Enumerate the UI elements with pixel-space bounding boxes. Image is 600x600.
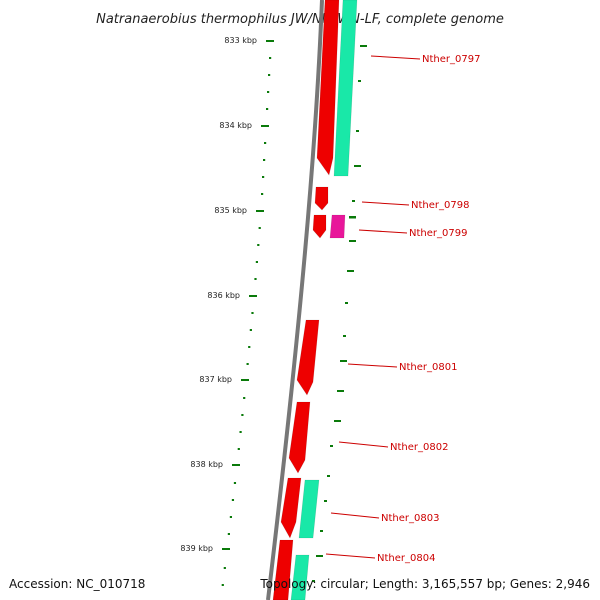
genome-summary-text: Topology: circular; Length: 3,165,557 bp… bbox=[260, 577, 590, 591]
gene-label[interactable]: Nther_0797 bbox=[422, 54, 480, 65]
gene-leader-line bbox=[338, 441, 389, 448]
gene-label[interactable]: Nther_0804 bbox=[377, 553, 435, 564]
ruler-minor-tick bbox=[257, 244, 260, 246]
ruler-minor-tick bbox=[229, 516, 233, 518]
ruler-minor-tick bbox=[267, 91, 270, 93]
gene-label[interactable]: Nther_0803 bbox=[381, 513, 439, 524]
outer-tick bbox=[347, 270, 354, 272]
ruler-minor-tick bbox=[251, 312, 254, 314]
outer-tick bbox=[358, 80, 361, 82]
gene-label[interactable]: Nther_0802 bbox=[390, 442, 448, 453]
ruler-minor-tick bbox=[254, 278, 257, 280]
ruler-minor-tick bbox=[227, 533, 230, 535]
gene-leader-line bbox=[330, 512, 380, 519]
feature-band-top bbox=[333, 0, 358, 177]
ruler-minor-tick bbox=[262, 176, 265, 178]
ruler-minor-tick bbox=[258, 227, 261, 229]
ruler-major-tick bbox=[256, 210, 264, 212]
outer-tick bbox=[352, 200, 355, 202]
outer-tick bbox=[343, 335, 346, 337]
gene-leader-line bbox=[325, 553, 376, 559]
backbone-line bbox=[266, 0, 324, 600]
gene-arrow-nther-0799-b bbox=[329, 214, 346, 239]
outer-tick bbox=[349, 240, 356, 242]
ruler-major-tick bbox=[241, 379, 249, 381]
gene-label[interactable]: Nther_0798 bbox=[411, 200, 469, 211]
accession-text: Accession: NC_010718 bbox=[9, 577, 146, 591]
gene-leader-line bbox=[361, 201, 410, 206]
feature-track bbox=[272, 0, 367, 600]
ruler-minor-tick bbox=[233, 482, 237, 484]
ruler-major-tick bbox=[249, 295, 257, 297]
outer-tick bbox=[312, 580, 315, 582]
outer-tick bbox=[356, 130, 359, 132]
ruler-tick-label: 835 kbp bbox=[214, 206, 247, 215]
ruler-tick-label: 833 kbp bbox=[224, 36, 257, 45]
feature-band-0804 bbox=[290, 554, 310, 600]
outer-tick bbox=[345, 302, 348, 304]
gene-label[interactable]: Nther_0799 bbox=[409, 228, 467, 239]
ruler-minor-tick bbox=[269, 57, 272, 59]
ruler-minor-tick bbox=[266, 108, 269, 110]
ruler-major-tick bbox=[222, 548, 230, 550]
ruler-minor-tick bbox=[264, 142, 267, 144]
ruler-tick-label: 836 kbp bbox=[207, 291, 240, 300]
gene-labels: Nther_0797 Nther_0798 Nther_0799 Nther_0801… bbox=[325, 54, 480, 564]
gene-arrow-nther-0798 bbox=[314, 186, 329, 211]
outer-tick bbox=[330, 445, 333, 447]
feature-band-0803 bbox=[298, 479, 320, 539]
ruler-major-tick bbox=[232, 464, 240, 466]
ruler-tick-label: 837 kbp bbox=[199, 375, 232, 384]
ruler-minor-tick bbox=[239, 431, 242, 433]
ruler-minor-tick bbox=[221, 584, 224, 586]
ruler-minor-tick bbox=[246, 363, 249, 365]
genome-backbone bbox=[266, 0, 324, 600]
outer-tick bbox=[360, 45, 367, 47]
ruler-minor-tick bbox=[223, 567, 226, 569]
gene-leader-line bbox=[347, 363, 398, 368]
ruler-minor-tick bbox=[231, 499, 235, 501]
outer-tick bbox=[316, 555, 323, 557]
gene-leader-line bbox=[370, 55, 421, 60]
ruler-minor-tick bbox=[261, 193, 264, 195]
ruler-minor-tick bbox=[249, 329, 252, 331]
outer-tick bbox=[320, 530, 323, 532]
ruler-minor-tick bbox=[255, 261, 258, 263]
ruler-minor-tick bbox=[237, 448, 240, 450]
outer-tick bbox=[327, 475, 330, 477]
gene-arrow-nther-0801 bbox=[296, 319, 320, 396]
ruler-minor-tick bbox=[268, 74, 271, 76]
gene-arrow-nther-0804 bbox=[272, 539, 294, 600]
outer-tick bbox=[324, 500, 327, 502]
gene-arrow-nther-0802 bbox=[288, 401, 311, 474]
ruler-tick-label: 834 kbp bbox=[219, 121, 252, 130]
outer-tick bbox=[349, 216, 356, 219]
gene-leader-line bbox=[358, 229, 408, 234]
ruler-tick-label: 838 kbp bbox=[190, 460, 223, 469]
ruler-minor-tick bbox=[248, 346, 251, 348]
gene-label[interactable]: Nther_0801 bbox=[399, 362, 457, 373]
gene-arrow-nther-0799-a bbox=[312, 214, 327, 239]
ruler-minor-tick bbox=[241, 414, 244, 416]
ruler-major-tick bbox=[261, 125, 269, 127]
ruler-tick-label: 839 kbp bbox=[180, 544, 213, 553]
ruler-major-tick bbox=[266, 40, 274, 42]
outer-tick bbox=[334, 420, 341, 422]
ruler-ticks: 833 kbp 834 kbp 835 kbp 836 kbp 837 kbp 838 k… bbox=[180, 36, 274, 586]
ruler-minor-tick bbox=[263, 159, 266, 161]
map-title: Natranaerobius thermophilus JW/NM-WN-LF,… bbox=[96, 12, 504, 27]
outer-tick bbox=[337, 390, 344, 392]
gene-arrow-nther-0803 bbox=[280, 477, 302, 539]
ruler-minor-tick bbox=[243, 397, 246, 399]
gene-arrow-nther-0797 bbox=[316, 0, 340, 176]
outer-tick bbox=[340, 360, 347, 362]
outer-tick bbox=[354, 165, 361, 167]
